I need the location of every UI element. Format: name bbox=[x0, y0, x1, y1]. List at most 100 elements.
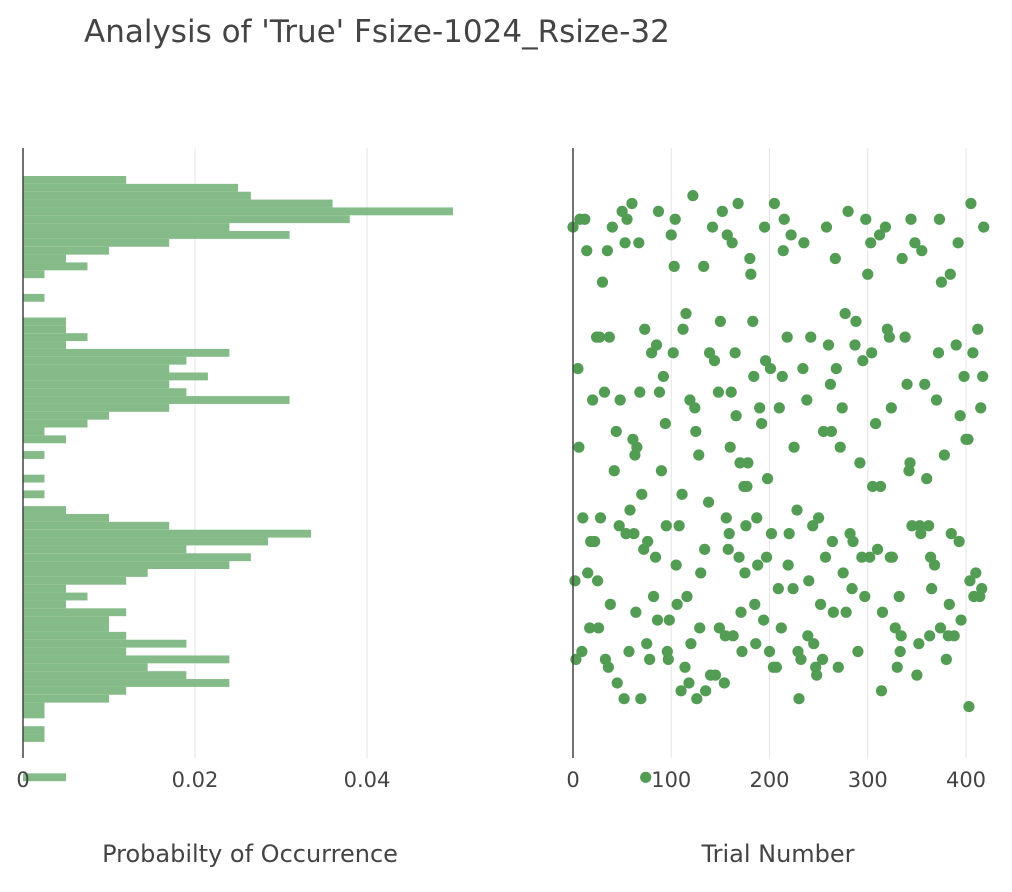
histogram-bar bbox=[23, 631, 127, 640]
histogram-bar bbox=[23, 584, 66, 593]
scatter-point bbox=[761, 473, 774, 485]
scatter-point bbox=[687, 190, 699, 202]
scatter-point bbox=[826, 535, 838, 548]
histogram-bar bbox=[23, 246, 109, 255]
histogram-bar bbox=[23, 671, 187, 680]
histogram-bar bbox=[23, 348, 230, 357]
scatter-point bbox=[891, 661, 903, 673]
scatter-point bbox=[644, 653, 656, 665]
scatter-point bbox=[655, 465, 668, 477]
histogram-bar bbox=[23, 694, 109, 703]
scatter-point bbox=[576, 645, 588, 658]
scatter-point bbox=[840, 606, 852, 618]
scatter-point bbox=[859, 590, 871, 603]
right-x-tick-label: 100 bbox=[651, 768, 691, 792]
scatter-point bbox=[977, 370, 989, 383]
scatter-point bbox=[614, 394, 626, 406]
scatter-point bbox=[875, 685, 888, 697]
scatter-point bbox=[963, 700, 975, 713]
scatter-point bbox=[914, 520, 926, 532]
scatter-point bbox=[589, 535, 601, 548]
scatter-point bbox=[703, 347, 716, 359]
scatter-point bbox=[748, 370, 760, 383]
scatter-point bbox=[584, 622, 596, 634]
histogram-bar bbox=[23, 419, 88, 428]
scatter-point bbox=[926, 583, 938, 595]
histogram-bar bbox=[23, 270, 45, 279]
right-x-tick-label: 0 bbox=[566, 768, 579, 792]
scatter-point bbox=[610, 425, 622, 438]
scatter-point bbox=[904, 457, 916, 469]
scatter-point bbox=[876, 606, 889, 618]
scatter-point bbox=[906, 520, 918, 532]
histogram-bar bbox=[23, 372, 208, 381]
histogram-bar bbox=[23, 223, 230, 232]
histogram-bar bbox=[23, 576, 127, 585]
scatter-point bbox=[630, 606, 642, 618]
scatter-point bbox=[596, 276, 609, 288]
histogram-bar bbox=[23, 474, 45, 483]
scatter-point bbox=[758, 614, 770, 626]
scatter-point bbox=[745, 268, 757, 280]
scatter-point bbox=[883, 331, 895, 343]
scatter-point bbox=[899, 331, 911, 343]
scatter-point bbox=[816, 653, 829, 665]
scatter-point bbox=[634, 386, 646, 398]
scatter-point bbox=[808, 638, 820, 650]
scatter-point bbox=[925, 551, 937, 563]
scatter-point bbox=[613, 520, 625, 532]
scatter-point bbox=[749, 598, 761, 610]
histogram-bar bbox=[23, 333, 88, 342]
histogram-bar bbox=[23, 773, 66, 782]
scatter-point bbox=[935, 276, 948, 288]
scatter-point bbox=[791, 504, 803, 516]
scatter-point bbox=[773, 402, 785, 414]
histogram-bar bbox=[23, 655, 230, 664]
histogram-bar bbox=[23, 616, 109, 625]
scatter-point bbox=[659, 417, 671, 430]
histogram-bar bbox=[23, 262, 88, 271]
left-x-tick-label: 0.02 bbox=[172, 768, 219, 792]
histogram-bar bbox=[23, 624, 109, 632]
scatter-point bbox=[750, 638, 762, 650]
scatter-point bbox=[778, 213, 790, 225]
right-x-axis-title: Trial Number bbox=[700, 840, 854, 868]
scatter-point bbox=[681, 590, 693, 603]
scatter-point bbox=[713, 622, 725, 634]
scatter-point bbox=[860, 213, 872, 225]
histogram-bar bbox=[23, 608, 127, 617]
scatter-point bbox=[718, 677, 730, 689]
scatter-point bbox=[782, 559, 794, 571]
scatter-point bbox=[792, 645, 804, 658]
scatter-point bbox=[834, 441, 846, 453]
scatter-point bbox=[671, 598, 683, 610]
scatter-point bbox=[581, 245, 593, 257]
scatter-point bbox=[923, 520, 935, 532]
scatter-point bbox=[721, 229, 733, 241]
scatter-point bbox=[611, 677, 623, 689]
scatter-point bbox=[628, 528, 640, 540]
scatter-point bbox=[725, 386, 737, 398]
histogram-bar bbox=[23, 427, 45, 436]
right-x-tick-label: 400 bbox=[946, 768, 986, 792]
scatter-point bbox=[842, 205, 854, 217]
scatter-point bbox=[691, 693, 703, 705]
scatter-point bbox=[727, 630, 739, 642]
scatter-point bbox=[854, 457, 866, 469]
scatter-point bbox=[764, 362, 777, 375]
scatter-point bbox=[952, 237, 964, 249]
scatter-point bbox=[606, 221, 618, 233]
scatter-point bbox=[802, 630, 814, 642]
scatter-point bbox=[714, 315, 726, 328]
scatter-point bbox=[768, 197, 781, 210]
scatter-point bbox=[824, 378, 837, 390]
scatter-point bbox=[627, 433, 639, 445]
scatter-point bbox=[690, 425, 702, 438]
scatter-point bbox=[916, 245, 928, 257]
scatter-point bbox=[699, 543, 711, 555]
scatter-point bbox=[839, 307, 851, 320]
histogram-bar bbox=[23, 710, 45, 719]
histogram-bar bbox=[23, 183, 238, 192]
histogram-bar bbox=[23, 513, 109, 522]
